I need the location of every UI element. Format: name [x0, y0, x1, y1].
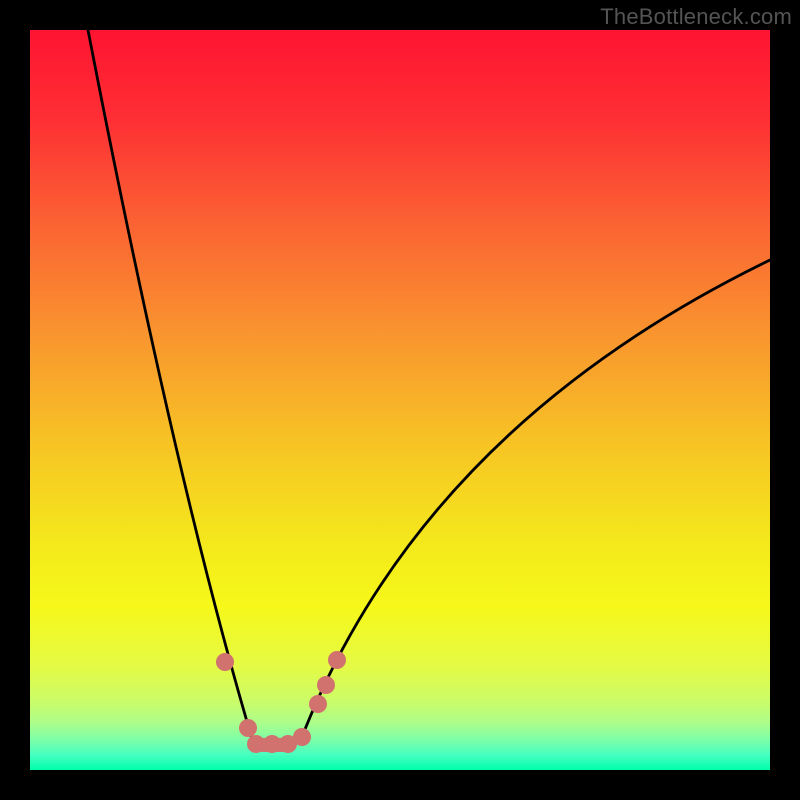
curve-marker: [216, 653, 234, 671]
curve-marker: [309, 695, 327, 713]
curve-marker: [263, 735, 281, 753]
curve-marker: [247, 735, 265, 753]
plot-background: [30, 30, 770, 770]
curve-marker: [328, 651, 346, 669]
curve-marker: [293, 728, 311, 746]
bottleneck-chart: [0, 0, 800, 800]
watermark-text: TheBottleneck.com: [600, 4, 792, 30]
curve-marker: [239, 719, 257, 737]
curve-marker: [317, 676, 335, 694]
